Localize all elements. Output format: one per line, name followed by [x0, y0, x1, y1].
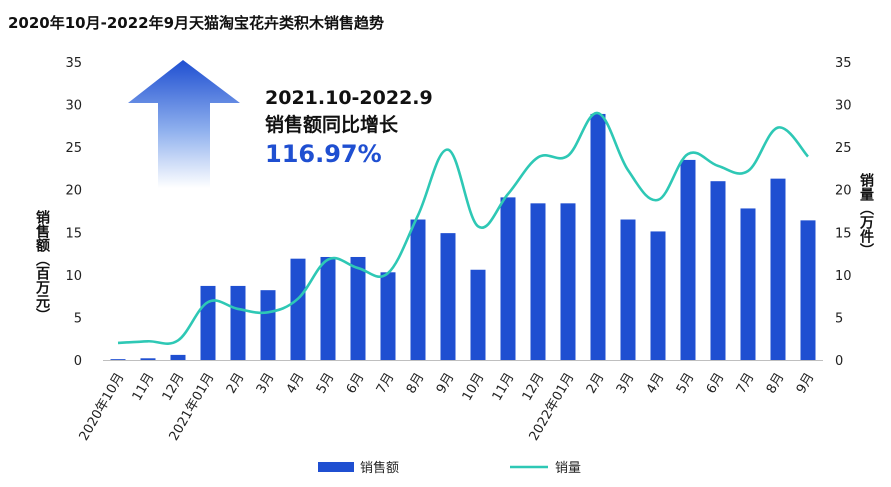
bar [470, 269, 486, 360]
bar [680, 159, 696, 360]
y-right-tick-label: 15 [835, 226, 852, 241]
y-right-tick-label: 10 [835, 269, 852, 284]
bar [650, 231, 666, 360]
x-tick-label: 8月 [764, 371, 788, 397]
bar-series [110, 113, 816, 361]
bar [200, 285, 216, 360]
bar [320, 256, 336, 360]
bar [380, 272, 396, 360]
x-tick-label: 12月 [520, 371, 548, 404]
y-right-tick-label: 5 [835, 311, 843, 326]
bar [800, 220, 816, 360]
y-left-tick-label: 15 [65, 226, 82, 241]
y-left-tick-label: 5 [74, 311, 82, 326]
y-axis-left-title: 销售额（百万元） [34, 209, 51, 322]
x-tick-label: 4月 [284, 371, 308, 397]
x-tick-label: 3月 [254, 371, 278, 397]
bar [740, 208, 756, 360]
y-left-tick-label: 25 [65, 141, 82, 156]
bar [110, 359, 126, 360]
x-tick-label: 9月 [434, 371, 458, 397]
bar [350, 256, 366, 360]
y-right-tick-label: 20 [835, 184, 852, 199]
y-right-tick-label: 30 [835, 99, 852, 114]
y-right-tick-label: 35 [835, 56, 852, 71]
x-tick-label: 2020年10月 [77, 371, 128, 444]
bar [620, 219, 636, 360]
legend-label-bar: 销售额 [360, 460, 399, 476]
x-tick-label: 6月 [704, 371, 728, 397]
bar [140, 358, 156, 360]
x-tick-label: 10月 [460, 371, 488, 404]
y-left-tick-label: 30 [65, 99, 82, 114]
x-tick-label: 5月 [674, 371, 698, 397]
bar [770, 178, 786, 360]
annotation-period: 2021.10-2022.9 [265, 87, 433, 109]
line-series [117, 111, 809, 345]
legend-label-line: 销量 [555, 461, 581, 476]
x-tick-label: 2月 [584, 371, 608, 397]
x-tick-label: 11月 [490, 371, 518, 404]
bar [500, 197, 516, 360]
x-tick-label: 4月 [644, 371, 668, 397]
y-axis-right-title: 销量（万件） [858, 172, 875, 257]
x-tick-label: 6月 [344, 371, 368, 397]
bar [290, 258, 306, 360]
x-tick-label: 11月 [130, 371, 158, 404]
bar [560, 203, 576, 360]
bar [530, 203, 546, 360]
y-left-tick-label: 20 [65, 184, 82, 199]
bar [260, 290, 276, 360]
x-tick-label: 9月 [794, 371, 818, 397]
annotation-label: 销售额同比增长 [265, 113, 399, 136]
bar [710, 181, 726, 360]
chart-title: 2020年10月-2022年9月天猫淘宝花卉类积木销售趋势 [8, 14, 384, 32]
legend-swatch-bar [318, 462, 354, 472]
bar [590, 113, 606, 361]
x-tick-label: 3月 [614, 371, 638, 397]
y-left-tick-label: 35 [65, 56, 82, 71]
y-left-tick-label: 10 [65, 269, 82, 284]
x-tick-label: 7月 [734, 371, 758, 397]
bar [230, 285, 246, 360]
x-tick-label: 12月 [160, 371, 188, 404]
y-right-tick-label: 0 [835, 354, 843, 369]
bar [440, 233, 456, 360]
y-axis-right: 0 5 10 15 20 25 30 35 [835, 56, 852, 369]
up-arrow-icon [128, 60, 240, 188]
x-tick-label: 8月 [404, 371, 428, 397]
bar [410, 219, 426, 360]
x-tick-label: 7月 [374, 371, 398, 397]
bar [170, 354, 186, 360]
annotation-value: 116.97% [265, 140, 382, 168]
y-left-tick-label: 0 [74, 354, 82, 369]
y-axis-left: 0 5 10 15 20 25 30 35 [65, 56, 82, 369]
x-tick-label: 5月 [314, 371, 338, 397]
y-right-tick-label: 25 [835, 141, 852, 156]
x-tick-label: 2月 [224, 371, 248, 397]
